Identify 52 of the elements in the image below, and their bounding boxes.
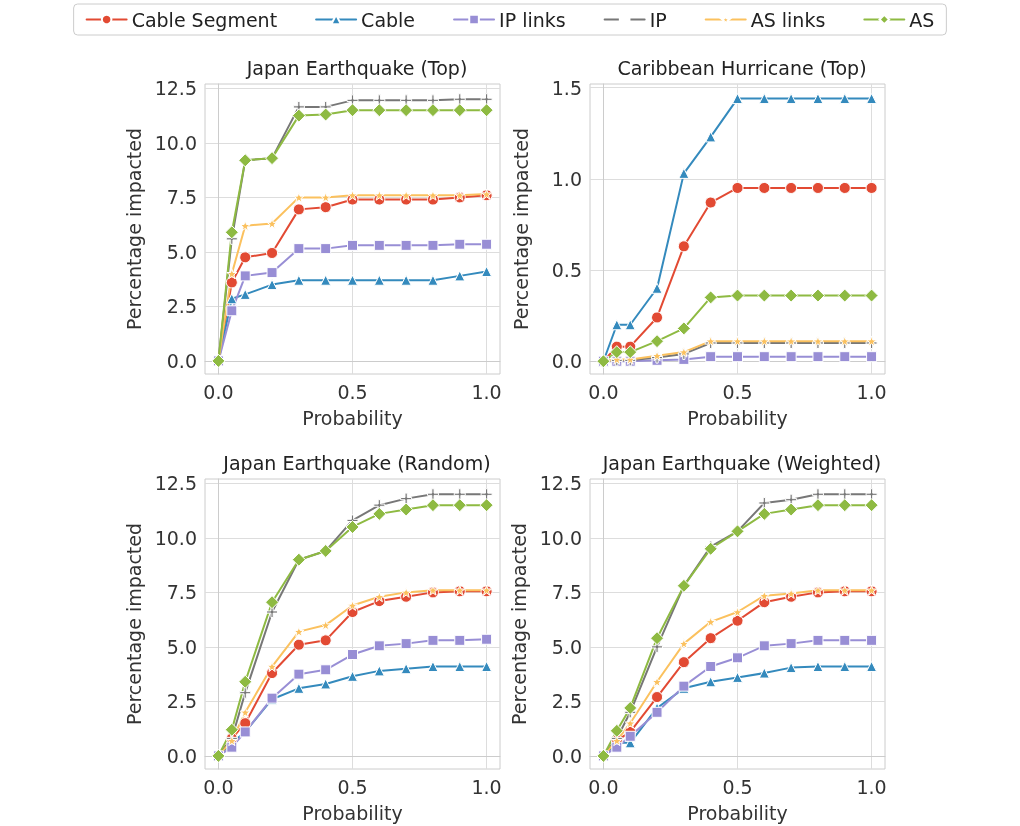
y-tick-label: 5.0 [551, 635, 582, 658]
y-tick-label: 10.0 [154, 131, 197, 154]
y-tick-label: 5.0 [166, 240, 197, 263]
x-axis-title: Probability [687, 406, 788, 429]
legend-label: IP [649, 8, 667, 31]
x-tick-label: 1.0 [471, 380, 502, 403]
y-tick-label: 1.5 [551, 76, 582, 99]
legend-label: Cable [361, 8, 416, 31]
y-tick-label: 2.5 [551, 690, 582, 713]
x-tick-label: 0.0 [588, 380, 619, 403]
y-axis-title: Percentage impacted [508, 522, 531, 726]
y-tick-label: 0.0 [551, 350, 582, 373]
y-axis-title: Percentage impacted [123, 522, 146, 726]
y-tick-label: 2.5 [166, 690, 197, 713]
y-tick-label: 10.0 [154, 526, 197, 549]
y-tick-label: 7.5 [166, 581, 197, 604]
y-tick-label: 0.5 [551, 259, 582, 282]
x-axis-title: Probability [302, 406, 403, 429]
x-tick-label: 0.0 [203, 380, 234, 403]
y-axis-title: Percentage impacted [123, 127, 146, 331]
x-axis-title: Probability [687, 801, 788, 824]
y-tick-label: 12.5 [539, 472, 582, 495]
y-tick-label: 12.5 [154, 77, 197, 100]
y-tick-label: 0.0 [166, 744, 197, 767]
x-tick-label: 0.5 [722, 775, 753, 798]
legend-label: Cable Segment [131, 8, 278, 31]
x-tick-label: 1.0 [856, 775, 887, 798]
legend-label: AS [909, 8, 935, 31]
x-tick-label: 1.0 [471, 775, 502, 798]
y-tick-label: 7.5 [551, 581, 582, 604]
y-tick-label: 1.0 [551, 167, 582, 190]
x-tick-label: 0.5 [337, 775, 368, 798]
y-tick-label: 0.0 [551, 744, 582, 767]
x-tick-label: 0.0 [203, 775, 234, 798]
y-axis-title: Percentage impacted [509, 127, 532, 331]
x-tick-label: 0.0 [588, 775, 619, 798]
x-tick-label: 0.5 [722, 380, 753, 403]
chart-title: Caribbean Hurricane (Top) [617, 56, 867, 79]
y-tick-label: 0.0 [166, 349, 197, 372]
x-tick-label: 0.5 [337, 380, 368, 403]
y-tick-label: 7.5 [166, 186, 197, 209]
y-tick-label: 12.5 [154, 472, 197, 495]
legend-label: AS links [750, 8, 826, 31]
legend-label: IP links [499, 8, 566, 31]
x-tick-label: 1.0 [856, 380, 887, 403]
x-axis-title: Probability [302, 801, 403, 824]
y-tick-label: 2.5 [166, 295, 197, 318]
y-tick-label: 5.0 [166, 635, 197, 658]
y-tick-label: 10.0 [539, 526, 582, 549]
chart-title: Japan Earthquake (Weighted) [601, 451, 882, 474]
chart-title: Japan Earthquake (Top) [245, 56, 468, 79]
chart-title: Japan Earthquake (Random) [222, 451, 491, 474]
